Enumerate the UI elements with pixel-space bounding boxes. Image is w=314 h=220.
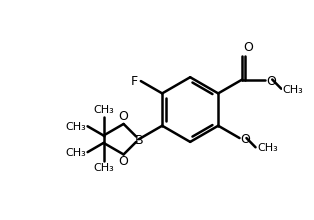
Text: F: F	[131, 75, 138, 88]
Text: O: O	[119, 110, 128, 123]
Text: CH₃: CH₃	[93, 105, 114, 116]
Text: CH₃: CH₃	[257, 143, 278, 153]
Text: O: O	[244, 41, 254, 54]
Text: O: O	[266, 75, 276, 88]
Text: CH₃: CH₃	[93, 163, 114, 173]
Text: B: B	[134, 134, 143, 147]
Text: CH₃: CH₃	[65, 122, 86, 132]
Text: O: O	[119, 155, 128, 168]
Text: CH₃: CH₃	[65, 148, 86, 158]
Text: O: O	[240, 133, 250, 146]
Text: CH₃: CH₃	[283, 85, 304, 95]
